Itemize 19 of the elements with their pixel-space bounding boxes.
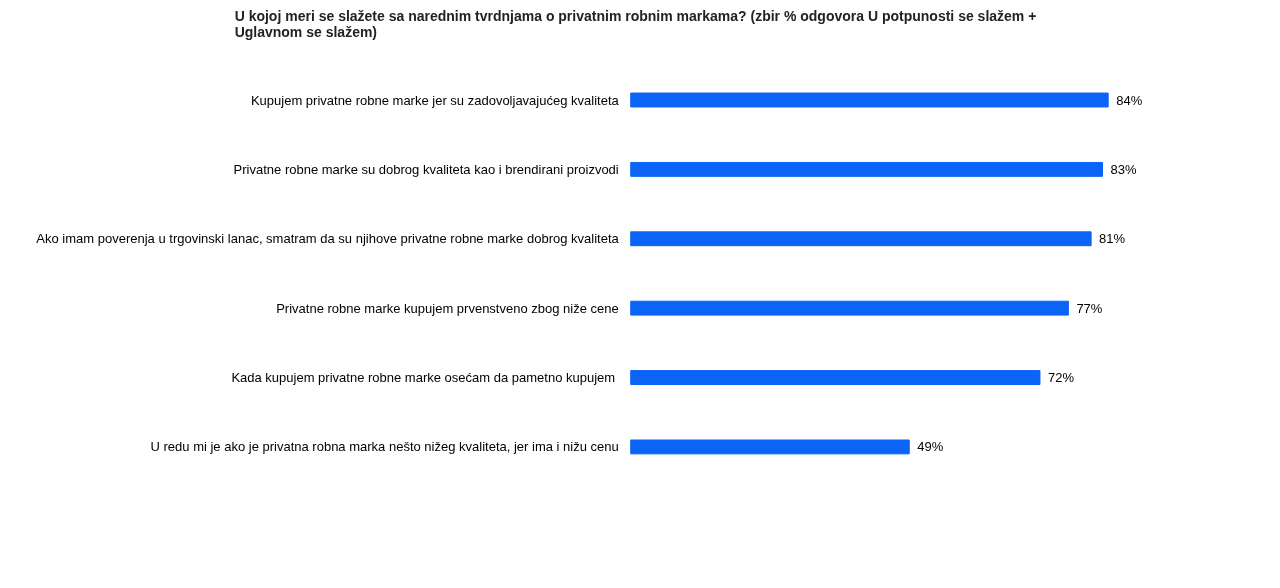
y-tick-label: Kada kupujem privatne robne marke osećam da pametno kupujem: [231, 370, 616, 386]
y-tick-label: U redu mi je ako je privatna robna marka nešto nižeg kvaliteta, jer ima i nižu cenu: [150, 439, 619, 455]
data-label: 84%: [1116, 92, 1143, 108]
data-label: 83%: [1110, 161, 1137, 177]
y-tick-label: Kupujem privatne robne marke jer su zadovoljavajućeg kvaliteta: [250, 92, 620, 108]
data-label: 72%: [1047, 370, 1075, 386]
data-label: 77%: [1076, 300, 1103, 316]
y-tick-label: Privatne robne marke su dobrog kvaliteta kao i brendirani proizvodi: [233, 161, 619, 177]
bar: [630, 370, 1041, 385]
bar: [630, 161, 1103, 177]
bar: [630, 231, 1092, 247]
bar: [630, 439, 910, 455]
data-label: 81%: [1099, 231, 1126, 247]
y-tick-label: Privatne robne marke kupujem prvenstveno zbog niže cene: [276, 300, 619, 316]
chart-title: U kojoj meri se slažete sa narednim tvrdnjama o privatnim robnim markama? (zbir % odgovora U potpunosti se slažem + Uglavnom se slažem): [234, 7, 1037, 40]
bar: [630, 92, 1109, 108]
data-label: 49%: [917, 439, 944, 455]
y-tick-label: Ako imam poverenja u trgovinski lanac, smatram da su njihove privatne robne marke dobrog kvaliteta: [36, 231, 620, 247]
bar: [630, 300, 1069, 316]
